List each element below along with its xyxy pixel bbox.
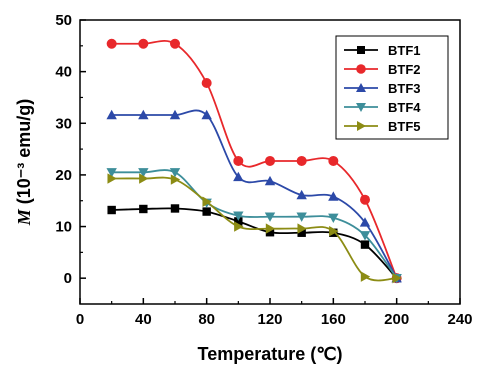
y-tick-label: 0 (64, 270, 72, 287)
legend-label: BTF5 (388, 119, 421, 134)
series-btf4 (106, 168, 402, 284)
data-point (234, 221, 244, 232)
data-point (106, 168, 117, 178)
data-point (264, 175, 276, 186)
legend-marker (356, 103, 366, 112)
data-point (138, 38, 149, 49)
data-point (296, 155, 307, 166)
legend-item-btf2: BTF2 (344, 62, 421, 77)
legend-item-btf3: BTF3 (344, 81, 421, 96)
data-point (202, 196, 212, 207)
data-point (138, 168, 149, 178)
data-point (265, 228, 275, 237)
y-tick-label: 50 (55, 12, 72, 29)
data-point (329, 225, 339, 237)
data-point (106, 109, 117, 120)
series-line (111, 169, 398, 279)
data-point (360, 240, 370, 249)
series-btf1 (107, 204, 401, 283)
series-line (111, 207, 398, 279)
y-axis-title: M (10⁻³ emu/g) (14, 99, 34, 227)
data-point (233, 211, 244, 221)
x-axis-title: Temperature (℃) (198, 344, 343, 364)
x-tick-label: 200 (384, 311, 409, 328)
data-point (328, 155, 339, 166)
y-tick-label: 40 (55, 64, 72, 81)
data-point (296, 189, 307, 200)
x-tick-label: 0 (76, 311, 84, 328)
legend-marker (356, 64, 366, 74)
y-tick-label: 20 (55, 167, 72, 184)
data-point (234, 217, 243, 226)
y-axis: 0 10 20 30 40 50 (55, 12, 86, 287)
legend-marker (356, 83, 366, 92)
data-point (297, 223, 307, 234)
data-point (265, 223, 276, 234)
y-axis-title-rest: (10⁻³ emu/g) (14, 99, 34, 210)
legend: BTF1 BTF2 BTF3 BTF4 BTF5 (335, 35, 449, 140)
data-point (296, 212, 307, 222)
x-tick-label: 160 (321, 311, 346, 328)
data-point (169, 109, 181, 120)
y-tick-label: 10 (55, 219, 72, 236)
data-point (201, 77, 212, 88)
data-point (139, 173, 149, 184)
legend-label: BTF1 (388, 43, 421, 58)
data-point (233, 155, 244, 166)
x-tick-label: 240 (447, 311, 472, 328)
series-line (111, 39, 398, 279)
data-point (107, 205, 116, 215)
data-point (138, 109, 149, 120)
data-point (169, 168, 181, 178)
data-point (328, 213, 339, 223)
data-point (106, 38, 117, 49)
series-line (111, 109, 398, 279)
data-point (360, 194, 370, 205)
data-point (107, 173, 117, 184)
y-axis-title-italic: M (14, 208, 34, 226)
data-point (170, 204, 180, 213)
y-tick-label: 30 (55, 115, 72, 132)
data-point (360, 271, 371, 282)
data-point (170, 38, 180, 49)
data-point (202, 207, 211, 216)
data-point (392, 272, 402, 284)
x-tick-label: 120 (257, 311, 282, 328)
legend-label: BTF3 (388, 81, 421, 96)
data-point (328, 191, 339, 201)
legend-label: BTF2 (388, 62, 421, 77)
data-point (359, 231, 371, 241)
data-point (233, 171, 244, 182)
x-tick-label: 40 (135, 311, 152, 328)
legend-label: BTF4 (388, 100, 421, 115)
data-point (201, 109, 212, 120)
x-axis: 0 40 80 120 160 200 240 (76, 298, 473, 328)
data-point (265, 155, 275, 166)
data-point (139, 204, 148, 214)
series-line (111, 176, 397, 282)
data-point (264, 212, 276, 222)
series-layer (106, 38, 402, 284)
series-btf5 (107, 173, 402, 284)
data-point (170, 174, 181, 185)
x-tick-label: 80 (198, 311, 215, 328)
legend-item-btf4: BTF4 (344, 100, 421, 115)
legend-item-btf1: BTF1 (344, 43, 421, 58)
data-point (359, 217, 371, 227)
legend-marker (357, 121, 366, 131)
legend-marker (357, 46, 365, 54)
legend-item-btf5: BTF5 (344, 119, 421, 134)
data-point (297, 228, 306, 237)
